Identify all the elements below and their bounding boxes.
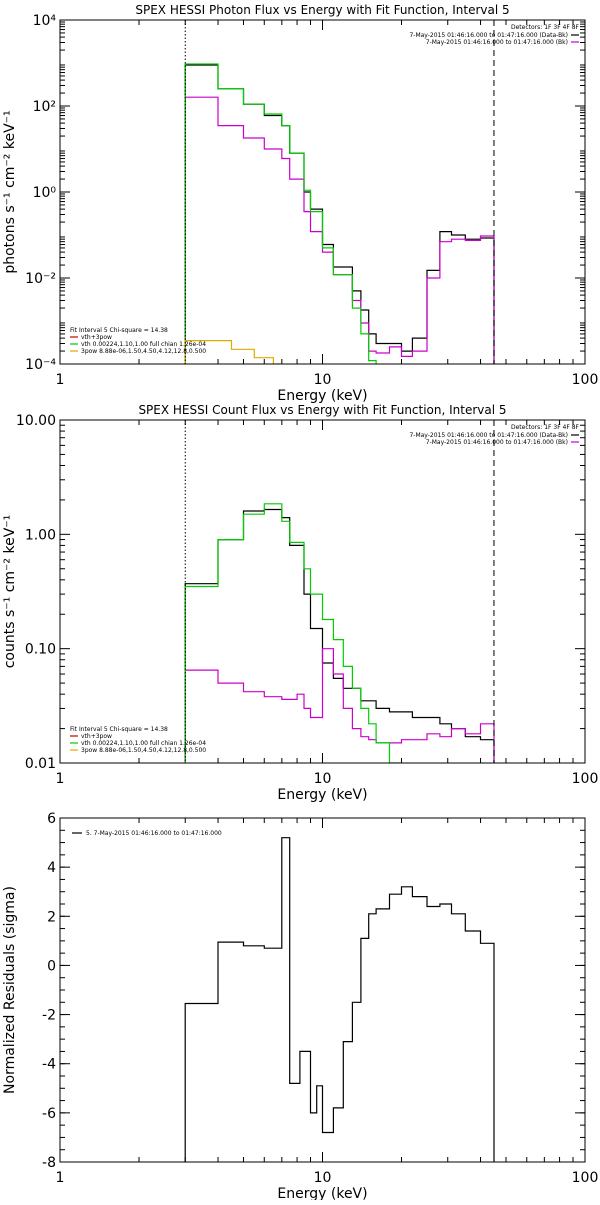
series-line-bk <box>184 648 495 763</box>
y-tick-label: 2 <box>47 909 56 925</box>
series-group <box>184 503 495 763</box>
legend-entry: vth+3pow <box>81 334 112 341</box>
y-axis-label: photons s⁻¹ cm⁻² keV⁻¹ <box>2 110 18 273</box>
plot-frame <box>59 817 586 1163</box>
series-line-5 <box>184 837 495 1162</box>
y-tick-label: -4 <box>42 1057 56 1073</box>
y-tick-label: 10⁰ <box>33 185 57 201</box>
y-tick-label: 10⁻⁴ <box>25 357 56 373</box>
legend-detectors: Detectors: 1F 3F 4F 8F <box>511 24 580 31</box>
legend-entry: 7-May-2015 01:46:16.000 to 01:47:16.000 … <box>409 32 568 39</box>
legend-entry: 5. 7-May-2015 01:46:16.000 to 01:47:16.0… <box>86 830 222 837</box>
legend-entry: 3pow 8.88e-06,1.50,4.50,4.12,12.8,0.500 <box>81 747 206 754</box>
x-tick-label: 10 <box>314 372 332 388</box>
legend-entry: vth 0.00224,1.10,1.00 full chian 1.26e-0… <box>81 341 206 348</box>
x-tick-label: 10 <box>314 771 332 787</box>
y-tick-label: -8 <box>42 1155 56 1171</box>
y-tick-label: 0 <box>47 958 56 974</box>
legend-entry: vth+3pow <box>81 733 112 740</box>
x-axis-label: Energy (keV) <box>277 388 367 404</box>
legend-entry: 3pow 8.88e-06,1.50,4.50,4.12,12.8,0.500 <box>81 348 206 355</box>
chart-title: SPEX HESSI Photon Flux vs Energy with Fi… <box>135 3 509 17</box>
y-tick-label: -2 <box>42 1008 56 1024</box>
y-tick-label: -6 <box>42 1106 56 1122</box>
y-tick-label: 6 <box>47 811 56 827</box>
series-line-3pow <box>184 340 283 364</box>
plot-frame <box>59 419 586 764</box>
y-tick-label: 10.00 <box>16 413 56 429</box>
legend-entry: vth 0.00224,1.10,1.00 full chian 1.26e-0… <box>81 740 206 747</box>
x-tick-label: 100 <box>572 771 599 787</box>
chart-panel-1: SPEX HESSI Photon Flux vs Energy with Fi… <box>2 3 598 404</box>
series-line-vth <box>184 503 403 763</box>
legend-entry: 7-May-2015 01:46:16.000 to 01:47:16.000 … <box>426 439 568 446</box>
series-line-data-bk <box>184 64 495 364</box>
x-tick-label: 10 <box>314 1170 332 1186</box>
y-tick-label: 4 <box>47 860 56 876</box>
x-tick-label: 100 <box>572 1170 599 1186</box>
series-line-vth <box>184 63 377 364</box>
legend-entry: 7-May-2015 01:46:16.000 to 01:47:16.000 … <box>409 432 568 439</box>
series-group <box>184 63 495 364</box>
x-tick-label: 1 <box>56 1170 65 1186</box>
chart-panel-3: 1 10 100 -8 -6 -4 -2 0 2 4 6 Energy (keV) Normalized… <box>2 811 599 1202</box>
legend-fit-header: Fit Interval 5 Chi-square = 14.38 <box>70 726 168 733</box>
y-tick-label: 10⁴ <box>33 13 57 29</box>
x-axis-label: Energy (keV) <box>277 1186 367 1200</box>
chart-panel-2: SPEX HESSI Count Flux vs Energy with Fit… <box>2 403 598 803</box>
x-axis-label: Energy (keV) <box>277 787 367 803</box>
y-tick-label: 1.00 <box>25 527 56 543</box>
y-tick-label: 0.01 <box>25 756 56 772</box>
series-line-data-bk <box>184 508 495 763</box>
x-tick-label: 1 <box>56 372 65 388</box>
y-tick-label: 10⁻² <box>25 271 56 287</box>
y-tick-label: 0.10 <box>25 642 56 658</box>
y-tick-label: 10² <box>33 99 56 115</box>
legend-entry: 7-May-2015 01:46:16.000 to 01:47:16.000 … <box>426 39 568 46</box>
x-tick-label: 100 <box>572 372 599 388</box>
series-group <box>184 837 495 1162</box>
x-tick-label: 1 <box>56 771 65 787</box>
y-axis-label: Normalized Residuals (sigma) <box>2 886 18 1094</box>
legend-detectors: Detectors: 1F 3F 4F 8F <box>511 424 580 431</box>
chart-title: SPEX HESSI Count Flux vs Energy with Fit… <box>138 403 506 417</box>
y-axis-label: counts s⁻¹ cm⁻² keV⁻¹ <box>2 515 18 669</box>
legend-fit-header: Fit Interval 5 Chi-square = 14.38 <box>70 327 168 334</box>
plot-frame <box>59 19 586 365</box>
